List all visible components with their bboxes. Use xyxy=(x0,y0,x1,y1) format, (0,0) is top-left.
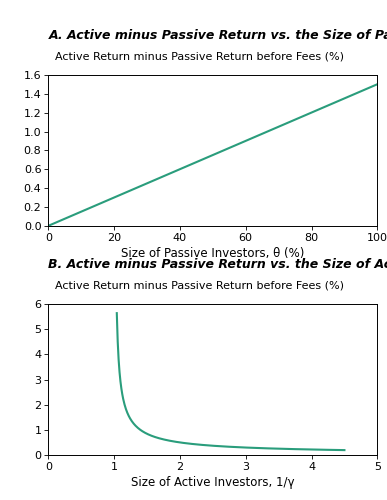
Text: Active Return minus Passive Return before Fees (%): Active Return minus Passive Return befor… xyxy=(55,280,344,290)
Text: Active Return minus Passive Return before Fees (%): Active Return minus Passive Return befor… xyxy=(55,52,344,62)
X-axis label: Size of Active Investors, 1/γ: Size of Active Investors, 1/γ xyxy=(131,476,295,489)
Text: A. Active minus Passive Return vs. the Size of Passive Investing: A. Active minus Passive Return vs. the S… xyxy=(48,29,387,42)
X-axis label: Size of Passive Investors, θ (%): Size of Passive Investors, θ (%) xyxy=(121,247,305,260)
Text: B. Active minus Passive Return vs. the Size of Active Investing: B. Active minus Passive Return vs. the S… xyxy=(48,258,387,271)
